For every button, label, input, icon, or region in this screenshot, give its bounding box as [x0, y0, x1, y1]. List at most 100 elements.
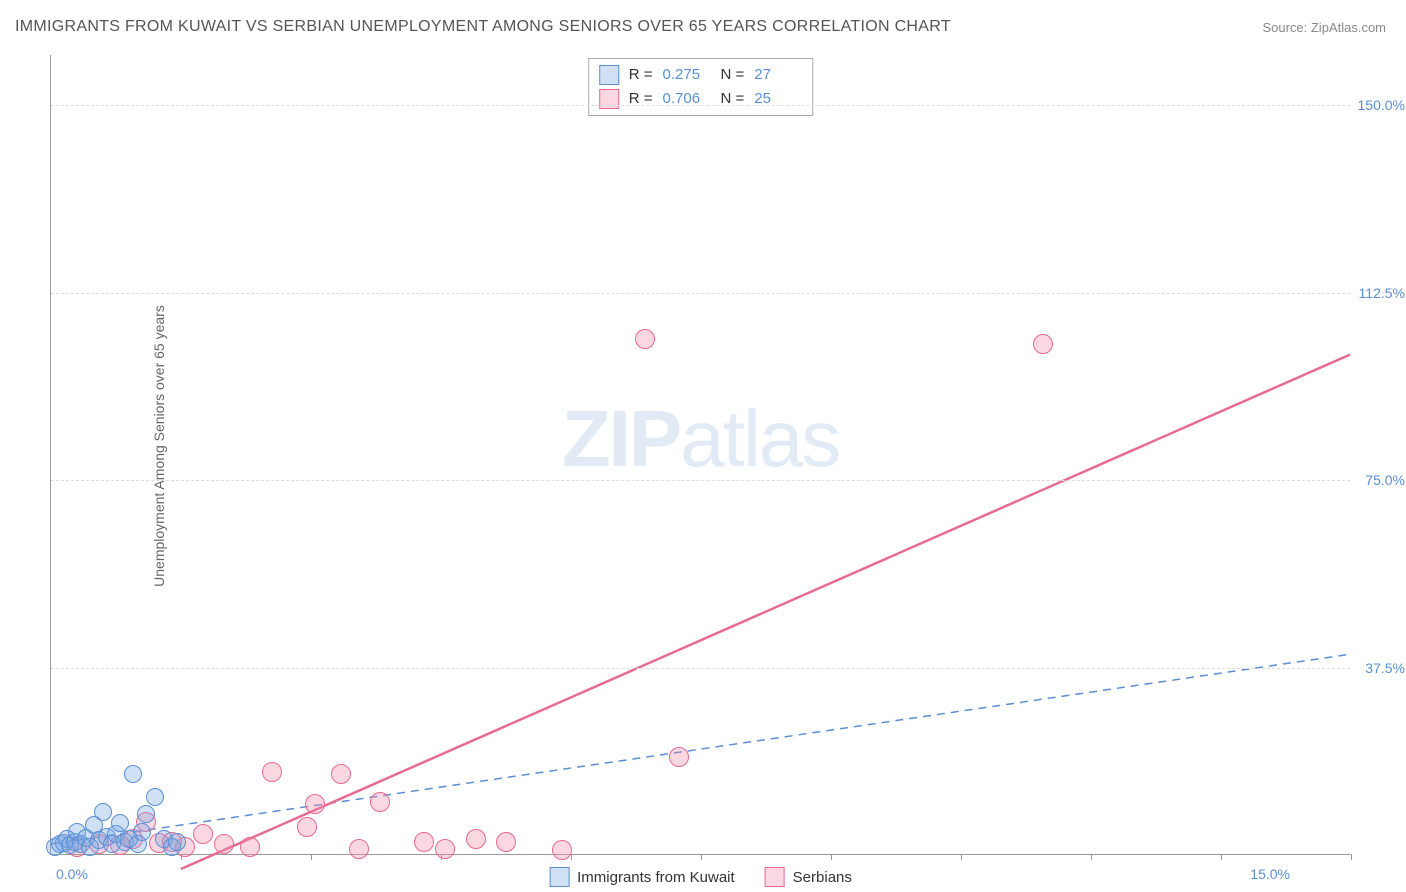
legend-swatch-blue	[549, 867, 569, 887]
pink-point	[240, 837, 260, 857]
blue-point	[90, 831, 108, 849]
blue-point	[85, 816, 103, 834]
n-value-pink: 25	[754, 87, 802, 111]
plot-area: ZIPatlas R = 0.275 N = 27 R = 0.706 N = …	[50, 55, 1350, 855]
blue-point	[81, 838, 99, 856]
pink-point	[136, 812, 156, 832]
blue-point	[107, 825, 125, 843]
x-tick	[701, 854, 702, 860]
blue-point	[72, 835, 90, 853]
x-tick	[1221, 854, 1222, 860]
r-label-blue: R =	[629, 63, 653, 87]
pink-point	[435, 839, 455, 859]
trend-lines-layer	[51, 55, 1350, 854]
x-tick	[961, 854, 962, 860]
pink-point	[331, 764, 351, 784]
pink-point	[149, 833, 169, 853]
pink-point	[89, 834, 109, 854]
x-tick	[181, 854, 182, 860]
chart-container: IMMIGRANTS FROM KUWAIT VS SERBIAN UNEMPL…	[0, 0, 1406, 892]
gridline	[51, 293, 1350, 294]
watermark-light: atlas	[680, 394, 839, 483]
blue-point	[61, 836, 79, 854]
y-tick-label: 150.0%	[1355, 97, 1405, 113]
pink-point	[1033, 334, 1053, 354]
r-value-blue: 0.275	[663, 63, 711, 87]
blue-point	[46, 838, 64, 856]
x-tick	[571, 854, 572, 860]
blue-point	[55, 834, 73, 852]
n-value-blue: 27	[754, 63, 802, 87]
blue-point	[66, 833, 84, 851]
gridline	[51, 668, 1350, 669]
pink-point	[262, 762, 282, 782]
blue-point	[51, 835, 69, 853]
blue-point	[137, 805, 155, 823]
blue-point	[120, 830, 138, 848]
swatch-pink	[599, 89, 619, 109]
pink-point	[175, 837, 195, 857]
gridline	[51, 480, 1350, 481]
chart-title: IMMIGRANTS FROM KUWAIT VS SERBIAN UNEMPL…	[15, 18, 951, 36]
bottom-legend: Immigrants from Kuwait Serbians	[549, 867, 852, 887]
pink-point	[123, 829, 143, 849]
blue-point	[103, 835, 121, 853]
blue-point	[116, 833, 134, 851]
blue-point	[98, 828, 116, 846]
blue-point	[111, 814, 129, 832]
blue-point	[146, 788, 164, 806]
n-label-blue: N =	[721, 63, 745, 87]
r-value-pink: 0.706	[663, 87, 711, 111]
x-tick	[831, 854, 832, 860]
pink-point	[67, 837, 87, 857]
stats-row-pink: R = 0.706 N = 25	[599, 87, 803, 111]
legend-label-blue: Immigrants from Kuwait	[577, 869, 735, 886]
blue-point	[68, 823, 86, 841]
watermark: ZIPatlas	[562, 393, 839, 485]
stats-legend-box: R = 0.275 N = 27 R = 0.706 N = 25	[588, 58, 814, 116]
x-tick	[1091, 854, 1092, 860]
pink-point	[635, 329, 655, 349]
x-tick	[1351, 854, 1352, 860]
pink-point	[305, 794, 325, 814]
watermark-bold: ZIP	[562, 394, 680, 483]
x-axis-right-label: 15.0%	[1250, 866, 1290, 882]
pink-point	[110, 835, 130, 855]
pink-point	[414, 832, 434, 852]
pink-point	[466, 829, 486, 849]
pink-point	[370, 792, 390, 812]
trend-line	[51, 654, 1350, 844]
y-tick-label: 112.5%	[1355, 285, 1405, 301]
y-tick-label: 75.0%	[1355, 472, 1405, 488]
legend-swatch-pink	[765, 867, 785, 887]
pink-point	[162, 832, 182, 852]
pink-point	[349, 839, 369, 859]
blue-point	[94, 803, 112, 821]
n-label-pink: N =	[721, 87, 745, 111]
blue-point	[77, 829, 95, 847]
x-tick	[311, 854, 312, 860]
blue-point	[58, 830, 76, 848]
blue-point	[155, 830, 173, 848]
pink-point	[552, 840, 572, 860]
pink-point	[297, 817, 317, 837]
source-attribution: Source: ZipAtlas.com	[1262, 20, 1386, 35]
legend-item-pink: Serbians	[765, 867, 852, 887]
pink-point	[214, 834, 234, 854]
r-label-pink: R =	[629, 87, 653, 111]
y-tick-label: 37.5%	[1355, 660, 1405, 676]
trend-line	[181, 355, 1350, 869]
stats-row-blue: R = 0.275 N = 27	[599, 63, 803, 87]
pink-point	[669, 747, 689, 767]
pink-point	[496, 832, 516, 852]
blue-point	[124, 765, 142, 783]
blue-point	[129, 835, 147, 853]
x-tick	[441, 854, 442, 860]
swatch-blue	[599, 65, 619, 85]
pink-point	[193, 824, 213, 844]
legend-item-blue: Immigrants from Kuwait	[549, 867, 735, 887]
blue-point	[168, 833, 186, 851]
x-axis-left-label: 0.0%	[56, 866, 88, 882]
blue-point	[163, 838, 181, 856]
blue-point	[133, 823, 151, 841]
